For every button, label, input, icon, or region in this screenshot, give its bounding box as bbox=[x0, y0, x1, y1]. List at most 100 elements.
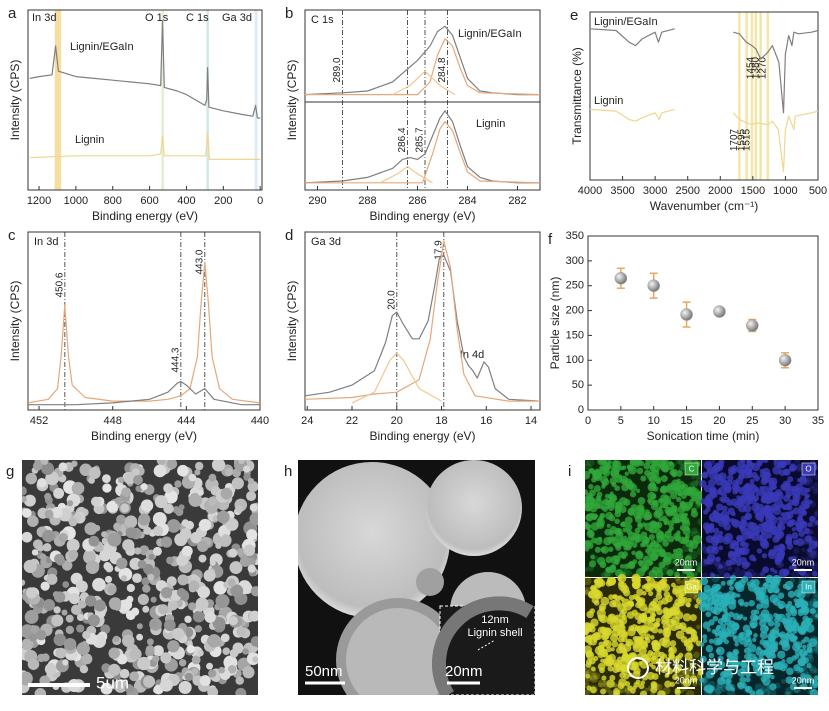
inset-note: 12nm bbox=[481, 614, 509, 626]
eds-dot bbox=[755, 689, 764, 695]
eds-dot bbox=[722, 536, 731, 545]
particle bbox=[222, 647, 231, 655]
x-tick-label: 4000 bbox=[578, 185, 602, 197]
spectrum-line bbox=[29, 20, 261, 119]
element-label: In bbox=[805, 583, 812, 592]
particle bbox=[65, 625, 75, 635]
particle bbox=[122, 634, 135, 648]
eds-dot bbox=[694, 495, 701, 502]
scale-label: 20nm bbox=[675, 557, 698, 567]
panel-title: C 1s bbox=[311, 14, 334, 26]
eds-dot bbox=[726, 678, 732, 685]
particle bbox=[249, 503, 258, 512]
eds-dot bbox=[719, 670, 728, 679]
eds-dot bbox=[708, 479, 716, 487]
particle bbox=[150, 620, 159, 629]
reference-label: 443.0 bbox=[194, 249, 205, 274]
eds-dot bbox=[709, 574, 715, 579]
particle bbox=[192, 675, 203, 686]
eds-dot bbox=[600, 596, 610, 606]
particle bbox=[243, 465, 251, 473]
particle bbox=[58, 532, 68, 543]
eds-dot bbox=[701, 471, 709, 479]
eds-dot bbox=[774, 489, 783, 497]
particle bbox=[44, 492, 52, 501]
eds-dot bbox=[772, 465, 782, 475]
eds-dot bbox=[637, 559, 644, 566]
eds-dot bbox=[676, 553, 684, 561]
x-axis-label: Wavenumber (cm⁻¹) bbox=[650, 199, 759, 213]
eds-dot bbox=[679, 524, 686, 531]
eds-dot bbox=[729, 585, 734, 591]
eds-dot bbox=[769, 683, 777, 691]
particle bbox=[247, 478, 255, 485]
particle bbox=[33, 461, 43, 471]
annotation: In 4d bbox=[460, 349, 484, 361]
eds-dot bbox=[609, 600, 617, 608]
point bbox=[680, 308, 693, 321]
particle bbox=[188, 580, 200, 592]
point bbox=[746, 319, 759, 332]
eds-dot bbox=[802, 669, 809, 675]
eds-dot bbox=[734, 581, 743, 590]
eds-dot bbox=[657, 628, 663, 634]
eds-dot bbox=[787, 600, 793, 606]
scale-bar bbox=[28, 683, 90, 687]
eds-dot bbox=[724, 618, 732, 626]
eds-dot bbox=[648, 601, 658, 611]
point bbox=[647, 279, 660, 292]
x-tick-label: 3000 bbox=[643, 185, 667, 197]
eds-dot bbox=[640, 617, 647, 623]
eds-dot bbox=[585, 576, 592, 586]
eds-dot bbox=[774, 547, 783, 556]
eds-dot bbox=[705, 611, 712, 618]
eds-dot bbox=[722, 628, 732, 638]
eds-dot bbox=[712, 615, 719, 622]
eds-dot bbox=[680, 512, 687, 520]
eds-dot bbox=[807, 562, 813, 568]
particle bbox=[84, 522, 98, 536]
reference-label: 284.8 bbox=[437, 57, 448, 82]
eds-dot bbox=[726, 579, 733, 586]
particle bbox=[250, 586, 258, 597]
eds-dot bbox=[675, 578, 682, 585]
eds-dot bbox=[715, 683, 723, 691]
eds-dot bbox=[687, 575, 692, 581]
eds-dot bbox=[628, 465, 637, 475]
eds-dot bbox=[644, 687, 649, 692]
eds-dot bbox=[754, 667, 762, 675]
particle bbox=[224, 467, 234, 477]
eds-dot bbox=[677, 460, 685, 466]
point bbox=[713, 305, 726, 318]
particle bbox=[167, 640, 180, 653]
eds-dot bbox=[672, 674, 679, 681]
particle bbox=[216, 510, 230, 524]
eds-dot bbox=[716, 648, 721, 653]
eds-dot bbox=[608, 565, 617, 573]
eds-dot bbox=[633, 681, 640, 688]
eds-dot bbox=[625, 540, 633, 549]
x-tick-label: 14 bbox=[525, 415, 537, 427]
eds-dot bbox=[659, 487, 666, 494]
x-tick-label: 282 bbox=[508, 195, 526, 207]
eds-dot bbox=[640, 542, 646, 548]
eds-dot bbox=[592, 555, 599, 563]
particle bbox=[122, 539, 135, 552]
eds-dot bbox=[681, 596, 688, 603]
series-label: Lignin/EGaIn bbox=[70, 41, 134, 53]
eds-dot bbox=[600, 561, 607, 568]
eds-dot bbox=[604, 686, 611, 693]
eds-dot bbox=[757, 534, 764, 542]
eds-dot bbox=[636, 467, 644, 475]
eds-dot bbox=[599, 561, 607, 569]
eds-dot bbox=[704, 524, 713, 533]
particle bbox=[190, 531, 202, 544]
x-tick-label: 440 bbox=[251, 415, 269, 427]
particle bbox=[229, 648, 239, 658]
eds-dot bbox=[774, 682, 781, 689]
eds-dot bbox=[648, 534, 655, 541]
x-tick-label: 24 bbox=[301, 415, 313, 427]
eds-dot bbox=[599, 614, 608, 624]
eds-dot bbox=[812, 682, 818, 689]
x-tick-label: 15 bbox=[680, 415, 692, 427]
